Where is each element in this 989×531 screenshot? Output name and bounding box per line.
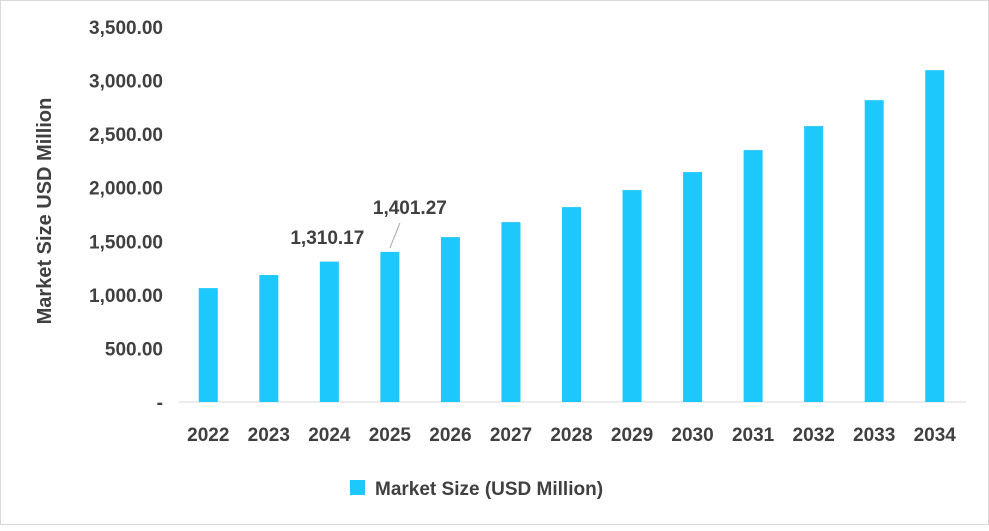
x-tick-label: 2032 — [793, 425, 835, 446]
data-label-2024: 1,310.17 — [290, 228, 364, 249]
x-tick-label: 2027 — [490, 425, 532, 446]
y-tick-label: 500.00 — [105, 339, 163, 360]
bar-2024 — [319, 261, 339, 402]
x-tick-label: 2034 — [914, 425, 957, 446]
legend-label: Market Size (USD Million) — [375, 479, 603, 500]
bar-2026 — [440, 237, 460, 402]
y-axis-label: Market Size USD Million — [34, 98, 56, 325]
bar-2031 — [743, 150, 763, 402]
x-tick-label: 2026 — [429, 425, 471, 446]
bar-2034 — [925, 70, 945, 402]
bar-2028 — [562, 207, 581, 402]
bar-2022 — [198, 288, 218, 402]
bar-2033 — [864, 100, 884, 402]
bar-2030 — [683, 172, 703, 402]
x-tick-label: 2025 — [369, 425, 412, 446]
y-tick-label: 2,000.00 — [89, 179, 163, 200]
y-tick-label: - — [157, 393, 163, 414]
legend: Market Size (USD Million) — [350, 479, 603, 500]
x-tick-label: 2029 — [611, 425, 653, 446]
x-tick-label: 2023 — [248, 425, 290, 446]
bar-2025 — [380, 251, 400, 402]
x-tick-label: 2031 — [732, 425, 775, 446]
x-tick-label: 2033 — [853, 425, 895, 446]
x-tick-label: 2030 — [671, 425, 713, 446]
bar-2032 — [804, 126, 824, 402]
y-tick-label: 1,000.00 — [89, 286, 163, 307]
bar-2029 — [622, 190, 642, 402]
bar-2023 — [259, 275, 279, 402]
y-tick-label: 1,500.00 — [89, 232, 163, 253]
y-tick-label: 3,000.00 — [89, 72, 163, 93]
data-label-2025: 1,401.27 — [373, 198, 447, 219]
x-tick-label: 2024 — [308, 425, 351, 446]
y-tick-label: 3,500.00 — [89, 18, 163, 39]
leader-line — [389, 222, 401, 249]
y-tick-label: 2,500.00 — [89, 125, 163, 146]
legend-swatch — [350, 480, 365, 495]
x-tick-label: 2022 — [187, 425, 229, 446]
x-tick-label: 2028 — [550, 425, 592, 446]
bar-2027 — [501, 222, 521, 402]
